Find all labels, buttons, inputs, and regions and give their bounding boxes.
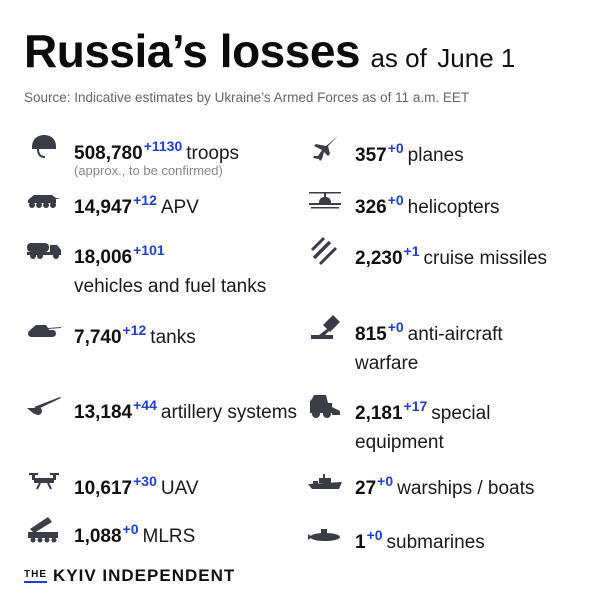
- stat-label: vehicles and fuel tanks: [74, 276, 267, 297]
- stat-value: 326: [355, 197, 387, 218]
- helmet-icon: [24, 132, 64, 160]
- stat-vehicles: 18,006+101 vehicles and fuel tanks: [24, 236, 299, 301]
- stat-label: anti-aircraft warfare: [355, 324, 503, 374]
- stat-label: submarines: [386, 532, 485, 553]
- stat-value: 815: [355, 324, 387, 345]
- stat-tanks: 7,740+12 tanks: [24, 316, 196, 352]
- stat-warships: 27+0 warships / boats: [305, 467, 534, 503]
- stat-value: 27: [355, 478, 377, 499]
- stat-note: (approx., to be confirmed): [74, 163, 223, 178]
- special-equipment-icon: [305, 392, 345, 420]
- stat-value: 508,780: [74, 143, 143, 164]
- stat-special-equipment: 2,181+17 special equipment: [305, 392, 555, 457]
- stat-label: cruise missiles: [423, 248, 548, 269]
- stat-delta: +0: [122, 521, 139, 537]
- stat-submarines: 1+0 submarines: [305, 521, 485, 557]
- helicopter-icon: [305, 186, 345, 214]
- stat-value: 2,230: [355, 248, 403, 269]
- title-date: June 1: [437, 43, 516, 73]
- tank-icon: [24, 316, 64, 344]
- brand-prefix: THE: [24, 569, 47, 583]
- stat-delta: +12: [122, 322, 147, 338]
- mlrs-icon: [24, 515, 64, 543]
- submarine-icon: [305, 521, 345, 549]
- stat-value: 2,181: [355, 403, 403, 424]
- stat-planes: 357+0 planes: [305, 134, 464, 170]
- stat-delta: +1130: [143, 138, 183, 154]
- stat-value: 7,740: [74, 327, 122, 348]
- stat-label: warships / boats: [397, 478, 535, 499]
- artillery-icon: [24, 391, 64, 419]
- stat-delta: +44: [133, 397, 157, 413]
- stat-label: planes: [407, 145, 464, 166]
- stat-value: 18,006: [74, 247, 133, 268]
- stat-value: 14,947: [74, 197, 133, 218]
- stat-delta: +0: [366, 527, 383, 543]
- stat-value: 1: [355, 532, 366, 553]
- stat-value: 13,184: [74, 402, 133, 423]
- stat-delta: +101: [133, 242, 165, 258]
- brand-name: KYIV INDEPENDENT: [53, 566, 236, 585]
- stat-label: troops: [186, 143, 240, 164]
- stat-delta: +0: [387, 140, 404, 156]
- stat-delta: +0: [387, 192, 404, 208]
- title-suffix: as of: [370, 43, 427, 73]
- stat-label: tanks: [150, 327, 196, 348]
- stat-delta: +0: [377, 473, 394, 489]
- plane-icon: [305, 134, 345, 162]
- page-title: Russia’s losses as of June 1: [24, 24, 516, 78]
- stat-helicopters: 326+0 helicopters: [305, 186, 500, 222]
- stat-label: helicopters: [407, 197, 500, 218]
- stat-mlrs: 1,088+0 MLRS: [24, 515, 195, 551]
- stat-cruise-missiles: 2,230+1 cruise missiles: [305, 236, 555, 273]
- stat-artillery: 13,184+44 artillery systems: [24, 391, 299, 427]
- stat-apv: 14,947+12 APV: [24, 186, 199, 222]
- stat-value: 1,088: [74, 526, 122, 547]
- anti-aircraft-icon: [305, 313, 345, 341]
- source-note: Source: Indicative estimates by Ukraine’…: [24, 90, 470, 105]
- stat-delta: +12: [133, 192, 157, 208]
- stat-label: UAV: [160, 478, 199, 499]
- stat-label: special equipment: [355, 403, 491, 453]
- brand-logo: THE KYIV INDEPENDENT: [24, 566, 235, 586]
- stat-label: MLRS: [142, 526, 196, 547]
- apv-icon: [24, 186, 64, 214]
- stat-value: 357: [355, 145, 387, 166]
- missile-icon: [305, 236, 345, 266]
- stat-troops: 508,780+1130 troops (approx., to be confi…: [24, 132, 239, 178]
- stat-uav: 10,617+30 UAV: [24, 467, 199, 503]
- stat-delta: +0: [387, 319, 404, 335]
- stat-delta: +30: [133, 473, 157, 489]
- stat-label: APV: [160, 197, 199, 218]
- drone-icon: [24, 467, 64, 495]
- title-main: Russia’s losses: [24, 25, 361, 77]
- stat-delta: +17: [403, 398, 428, 414]
- stat-label: artillery systems: [160, 402, 298, 423]
- stat-delta: +1: [403, 243, 420, 259]
- warship-icon: [305, 467, 345, 495]
- fuel-truck-icon: [24, 236, 64, 264]
- stat-anti-aircraft: 815+0 anti-aircraft warfare: [305, 313, 565, 378]
- stat-value: 10,617: [74, 478, 133, 499]
